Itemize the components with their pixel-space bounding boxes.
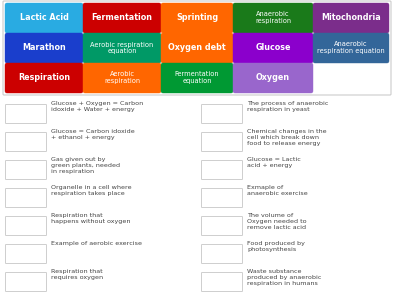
Text: Respiration: Respiration — [18, 74, 70, 82]
Text: Glucose = Carbon idoxide
+ ethanol + energy: Glucose = Carbon idoxide + ethanol + ene… — [51, 129, 135, 140]
Text: The volume of
Oxygen needed to
remove lactic acid: The volume of Oxygen needed to remove la… — [247, 213, 307, 230]
Text: Sprinting: Sprinting — [176, 14, 218, 22]
FancyBboxPatch shape — [83, 63, 161, 93]
FancyBboxPatch shape — [6, 188, 46, 208]
Text: The process of anaerobic
respiration in yeast: The process of anaerobic respiration in … — [247, 101, 328, 112]
FancyBboxPatch shape — [202, 217, 242, 236]
Text: Fermentation: Fermentation — [92, 14, 152, 22]
FancyBboxPatch shape — [6, 272, 46, 292]
Text: Food produced by
photosynthesis: Food produced by photosynthesis — [247, 241, 305, 252]
Text: Respiration that
happens without oxygen: Respiration that happens without oxygen — [51, 213, 130, 224]
Text: Fermentation
equation: Fermentation equation — [175, 71, 219, 85]
Text: Chemical changes in the
cell which break down
food to release energy: Chemical changes in the cell which break… — [247, 129, 327, 146]
Text: Mitochondria: Mitochondria — [321, 14, 381, 22]
FancyBboxPatch shape — [5, 3, 83, 33]
FancyBboxPatch shape — [202, 160, 242, 179]
FancyBboxPatch shape — [233, 3, 313, 33]
FancyBboxPatch shape — [6, 244, 46, 263]
Text: Glucose + Oxygen = Carbon
idoxide + Water + energy: Glucose + Oxygen = Carbon idoxide + Wate… — [51, 101, 143, 112]
FancyBboxPatch shape — [313, 3, 389, 33]
FancyBboxPatch shape — [161, 33, 233, 63]
Text: Anaerobic
respiration: Anaerobic respiration — [255, 11, 291, 25]
FancyBboxPatch shape — [6, 133, 46, 152]
Text: Oxygen debt: Oxygen debt — [168, 44, 226, 52]
FancyBboxPatch shape — [202, 244, 242, 263]
FancyBboxPatch shape — [6, 217, 46, 236]
FancyBboxPatch shape — [202, 104, 242, 124]
Text: Gas given out by
green plants, needed
in respiration: Gas given out by green plants, needed in… — [51, 157, 120, 174]
Text: Aerobic
respiration: Aerobic respiration — [104, 71, 140, 85]
Text: Anaerobic
respiration equation: Anaerobic respiration equation — [317, 41, 385, 55]
FancyBboxPatch shape — [313, 33, 389, 63]
FancyBboxPatch shape — [83, 33, 161, 63]
FancyBboxPatch shape — [233, 33, 313, 63]
FancyBboxPatch shape — [161, 63, 233, 93]
Text: Respiration that
requires oxygen: Respiration that requires oxygen — [51, 269, 103, 280]
FancyBboxPatch shape — [202, 272, 242, 292]
FancyBboxPatch shape — [6, 104, 46, 124]
Text: Oxygen: Oxygen — [256, 74, 290, 82]
FancyBboxPatch shape — [83, 3, 161, 33]
Text: Exmaple of
anaerobic exercise: Exmaple of anaerobic exercise — [247, 185, 308, 196]
Text: Example of aerobic exercise: Example of aerobic exercise — [51, 241, 142, 246]
FancyBboxPatch shape — [202, 188, 242, 208]
FancyBboxPatch shape — [161, 3, 233, 33]
Text: Aerobic respiration
equation: Aerobic respiration equation — [90, 41, 154, 55]
Text: Marathon: Marathon — [22, 44, 66, 52]
Text: Glucose = Lactic
acid + energy: Glucose = Lactic acid + energy — [247, 157, 301, 168]
Text: Lactic Acid: Lactic Acid — [20, 14, 68, 22]
FancyBboxPatch shape — [6, 160, 46, 179]
FancyBboxPatch shape — [5, 63, 83, 93]
Text: Glucose: Glucose — [255, 44, 291, 52]
Text: Organelle in a cell where
respiration takes place: Organelle in a cell where respiration ta… — [51, 185, 132, 196]
Text: Waste substance
produced by anaerobic
respiration in humans: Waste substance produced by anaerobic re… — [247, 269, 321, 286]
FancyBboxPatch shape — [202, 133, 242, 152]
FancyBboxPatch shape — [5, 33, 83, 63]
FancyBboxPatch shape — [233, 63, 313, 93]
